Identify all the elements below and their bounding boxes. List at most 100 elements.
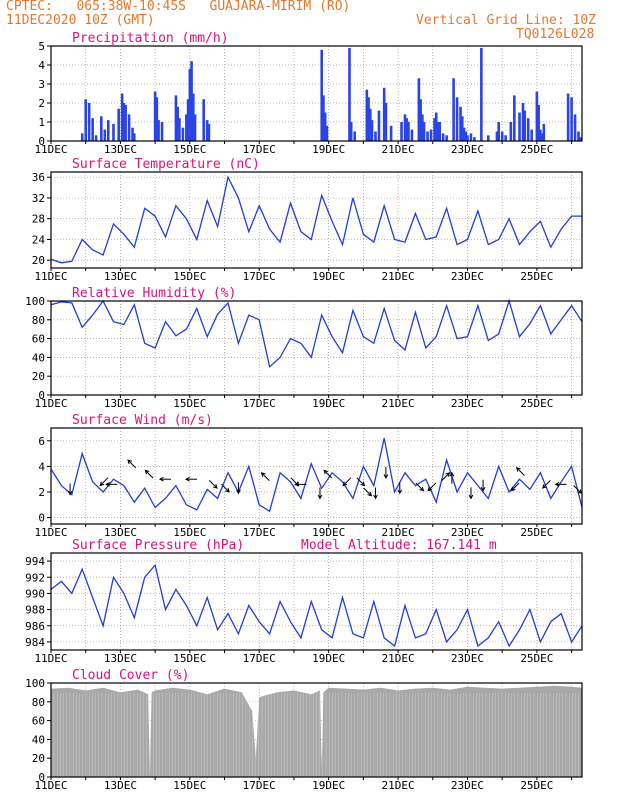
wind-arrow-head xyxy=(317,494,323,500)
precip-bar xyxy=(403,114,407,141)
precip-bar xyxy=(460,116,464,141)
panel-title-cloud: Cloud Cover (%) xyxy=(72,668,189,683)
precip-bar xyxy=(100,116,103,141)
x-tick-label: 25DEC xyxy=(520,779,553,792)
x-tick-label: 15DEC xyxy=(173,652,206,665)
precip-bar xyxy=(464,131,468,141)
x-tick-label: 11DEC xyxy=(34,270,67,283)
precip-bar xyxy=(433,118,436,141)
precip-bar xyxy=(374,131,377,141)
y-tick-label: 990 xyxy=(25,587,45,600)
precip-bar xyxy=(480,47,483,141)
y-tick-label: 3 xyxy=(38,78,45,91)
panel-frame xyxy=(50,427,583,525)
y-tick-label: 40 xyxy=(32,733,45,746)
wind-arrow-head xyxy=(397,489,403,495)
x-tick-label: 15DEC xyxy=(173,779,206,792)
precip-bar xyxy=(157,120,160,141)
x-tick-label: 11DEC xyxy=(34,652,67,665)
precip-bar xyxy=(323,112,327,141)
x-tick-label: 11DEC xyxy=(34,526,67,539)
precip-bar xyxy=(407,122,410,141)
wind-arrow xyxy=(221,483,230,493)
y-tick-label: 1 xyxy=(38,116,45,129)
precip-bar xyxy=(153,91,157,141)
y-tick-label: 4 xyxy=(38,59,45,72)
wind-arrow-head xyxy=(515,467,521,472)
precip-bar xyxy=(377,110,381,141)
precip-bar xyxy=(495,131,499,141)
precip-bar xyxy=(382,87,386,141)
precip-bar xyxy=(80,133,84,141)
precip-bar xyxy=(103,129,107,141)
precip-bar xyxy=(509,122,513,141)
x-tick-label: 19DEC xyxy=(312,652,345,665)
x-tick-label: 17DEC xyxy=(243,779,276,792)
y-tick-label: 20 xyxy=(32,752,45,765)
precip-bar xyxy=(84,99,88,141)
x-tick-label: 19DEC xyxy=(312,397,345,410)
panel-press: 984 986 988 990 992 994 11DEC 13DEC 15DEC 17DEC 19… xyxy=(25,538,583,665)
x-tick-label: 17DEC xyxy=(243,397,276,410)
x-tick-label: 23DEC xyxy=(451,397,484,410)
precip-bar xyxy=(466,135,469,141)
precip-bar xyxy=(188,68,192,141)
x-tick-label: 15DEC xyxy=(173,270,206,283)
wind-arrow-head xyxy=(99,481,105,487)
wind-arrow-head xyxy=(294,481,300,487)
precip-bar xyxy=(185,114,188,141)
x-tick-label: 19DEC xyxy=(312,526,345,539)
precip-bar xyxy=(566,93,570,141)
precip-bar xyxy=(367,97,370,141)
wind-arrow-head xyxy=(367,491,373,497)
wind-arrow xyxy=(542,480,551,489)
y-tick-label: 20 xyxy=(32,370,45,383)
precip-bar xyxy=(530,129,533,141)
wind-arrow-head xyxy=(480,487,486,492)
wind-arrow-head xyxy=(427,486,433,492)
wind-arrow-head xyxy=(158,476,164,482)
wind-arrow xyxy=(356,477,365,486)
precip-bar xyxy=(106,120,110,141)
panel-rh: 0 20 40 60 80 100 11DEC 13DEC 15DEC 17DEC 19DEC 21D… xyxy=(25,286,583,410)
x-tick-label: 25DEC xyxy=(520,652,553,665)
header-date-line: 11DEC2020 10Z (GMT) xyxy=(6,13,155,28)
y-tick-label: 28 xyxy=(32,213,45,226)
x-tick-label: 19DEC xyxy=(312,143,345,156)
precip-bar xyxy=(513,95,516,141)
header-station-line: CPTEC: 065:38W-10:45S GUAJARA-MIRIM (RO) xyxy=(6,0,351,14)
header-grid-note: Vertical Grid Line: 10Z xyxy=(416,13,597,28)
wind-arrow-head xyxy=(236,489,241,495)
precip-bar xyxy=(436,122,440,141)
precip-bar xyxy=(349,122,353,141)
x-tick-label: 15DEC xyxy=(173,397,206,410)
precip-bar xyxy=(186,99,190,141)
y-tick-label: 2 xyxy=(38,486,45,499)
x-tick-label: 17DEC xyxy=(243,526,276,539)
panel-temp: 20 24 28 32 36 11DEC 13DEC 15DEC 17DEC 19DEC 21DEC… xyxy=(32,157,583,283)
x-tick-label: 25DEC xyxy=(520,143,553,156)
precip-bar xyxy=(537,104,540,141)
y-tick-label: 992 xyxy=(25,571,45,584)
x-tick-label: 11DEC xyxy=(34,779,67,792)
precip-bar xyxy=(419,99,422,141)
y-tick-label: 0 xyxy=(38,389,45,402)
panel-cloud: 0 20 40 60 80 100 11DEC 13DEC 15DEC 17DEC 19DEC 21D… xyxy=(25,668,583,792)
precip-bar xyxy=(87,103,91,141)
precip-bar xyxy=(191,93,195,141)
precip-bar xyxy=(124,104,127,141)
x-tick-label: 21DEC xyxy=(381,526,414,539)
precip-bar xyxy=(540,133,544,141)
y-tick-label: 100 xyxy=(25,295,45,308)
wind-arrow-head xyxy=(419,486,425,492)
wind-arrow xyxy=(427,482,437,491)
wind-arrow xyxy=(441,472,450,481)
precip-bar xyxy=(526,118,530,141)
precip-bar xyxy=(94,135,98,141)
wind-series-line xyxy=(50,438,583,513)
precip-bar xyxy=(322,95,325,141)
wind-arrow-head xyxy=(184,476,190,482)
x-tick-label: 13DEC xyxy=(104,270,137,283)
precip-bar xyxy=(205,120,209,141)
precip-bar xyxy=(577,131,580,141)
